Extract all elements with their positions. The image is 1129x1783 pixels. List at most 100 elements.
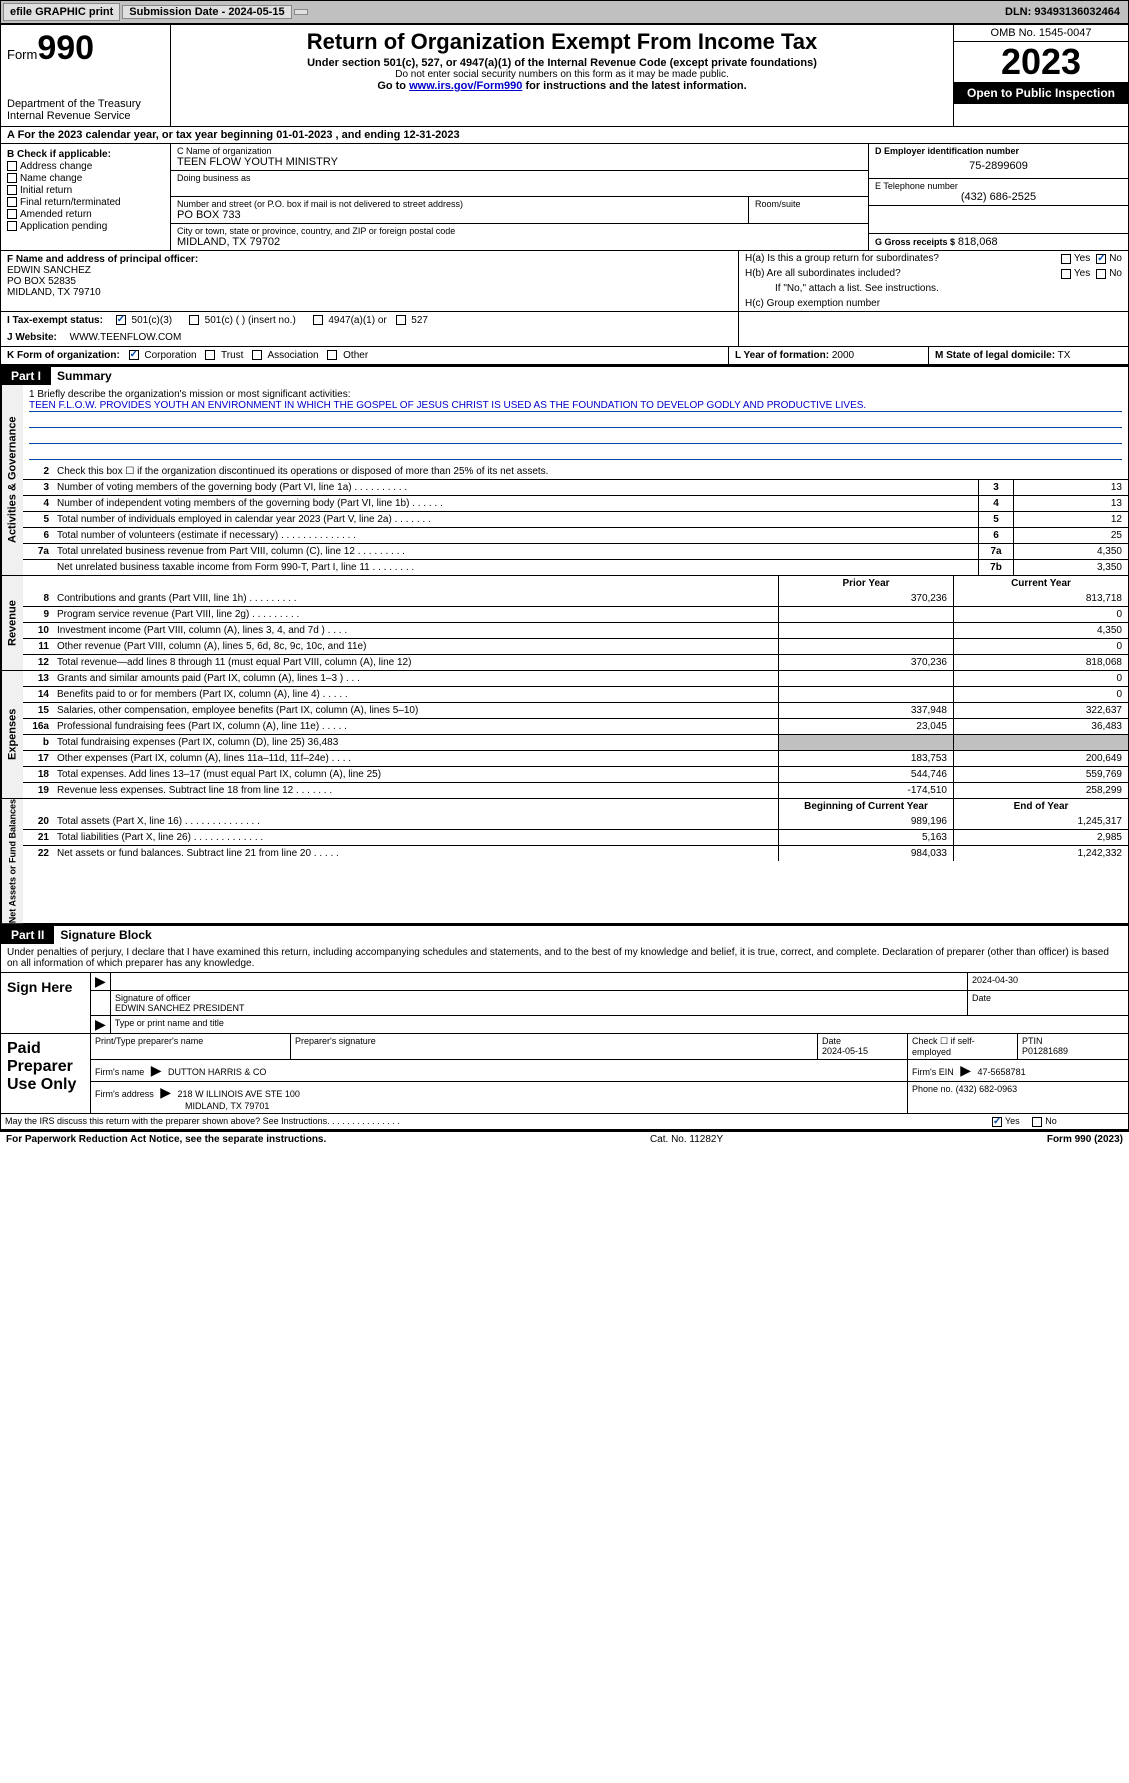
line-text: Other revenue (Part VIII, column (A), li…	[53, 639, 778, 654]
current-val: 1,245,317	[953, 814, 1128, 829]
line-box: 7b	[978, 560, 1013, 575]
chk-amended[interactable]	[7, 209, 17, 219]
chk-other[interactable]	[327, 350, 337, 360]
summary-row: 15Salaries, other compensation, employee…	[23, 702, 1128, 718]
j-lbl: J Website:	[7, 332, 57, 343]
cell-grey	[953, 735, 1128, 750]
part-ii-title: Signature Block	[54, 925, 1128, 944]
opt-4947: 4947(a)(1) or	[328, 315, 386, 326]
line-num	[23, 560, 53, 575]
line-num: 15	[23, 703, 53, 718]
vside-na: Net Assets or Fund Balances	[1, 799, 23, 923]
public-inspection: Open to Public Inspection	[954, 82, 1128, 104]
chk-hb-no[interactable]	[1096, 269, 1106, 279]
sig-type-lbl: Type or print name and title	[111, 1016, 1128, 1033]
vside-ag: Activities & Governance	[1, 385, 23, 575]
firm-ein-lbl: Firm's EIN	[912, 1067, 954, 1077]
chk-501c3[interactable]	[116, 315, 126, 325]
chk-hb-yes[interactable]	[1061, 269, 1071, 279]
col-f-officer: F Name and address of principal officer:…	[1, 251, 738, 311]
header-left: Form990 Department of the Treasury Inter…	[1, 25, 171, 126]
hc-lbl: H(c) Group exemption number	[745, 298, 1122, 309]
summary-row: 17Other expenses (Part IX, column (A), l…	[23, 750, 1128, 766]
current-val: 0	[953, 607, 1128, 622]
current-val: 2,985	[953, 830, 1128, 845]
lbl-initial-return: Initial return	[20, 185, 72, 196]
officer-city: MIDLAND, TX 79710	[7, 287, 732, 298]
summary-row: bTotal fundraising expenses (Part IX, co…	[23, 734, 1128, 750]
current-val: 813,718	[953, 591, 1128, 606]
summary-row: 19Revenue less expenses. Subtract line 1…	[23, 782, 1128, 798]
prior-val: 183,753	[778, 751, 953, 766]
line-text: Salaries, other compensation, employee b…	[53, 703, 778, 718]
line-val: 13	[1013, 480, 1128, 495]
prior-val	[778, 623, 953, 638]
paid-preparer-lbl: Paid Preparer Use Only	[1, 1034, 91, 1113]
opt-assoc: Association	[267, 350, 318, 361]
hb-lbl: H(b) Are all subordinates included?	[745, 268, 1061, 279]
section-bcdeg: B Check if applicable: Address change Na…	[1, 144, 1128, 251]
line-val: 25	[1013, 528, 1128, 543]
chk-discuss-no[interactable]	[1032, 1117, 1042, 1127]
firm-addr1: 218 W ILLINOIS AVE STE 100	[178, 1089, 300, 1099]
prep-date-lbl: Date	[822, 1036, 841, 1046]
col-b-checkboxes: B Check if applicable: Address change Na…	[1, 144, 171, 250]
line-text: Total fundraising expenses (Part IX, col…	[53, 735, 778, 750]
ein-lbl: D Employer identification number	[875, 146, 1122, 156]
form-header: Form990 Department of the Treasury Inter…	[1, 25, 1128, 127]
current-val: 200,649	[953, 751, 1128, 766]
chk-501c[interactable]	[189, 315, 199, 325]
chk-address-change[interactable]	[7, 161, 17, 171]
opt-501c3: 501(c)(3)	[132, 315, 173, 326]
summary-row: 14Benefits paid to or for members (Part …	[23, 686, 1128, 702]
line-num: 9	[23, 607, 53, 622]
chk-trust[interactable]	[205, 350, 215, 360]
chk-ha-yes[interactable]	[1061, 254, 1071, 264]
ha-no: No	[1109, 253, 1122, 264]
current-val: 0	[953, 687, 1128, 702]
dept-treasury: Department of the Treasury	[7, 98, 164, 110]
line-num: 2	[23, 464, 53, 479]
chk-name-change[interactable]	[7, 173, 17, 183]
line-val: 4,350	[1013, 544, 1128, 559]
row-klm: K Form of organization: Corporation Trus…	[1, 347, 1128, 366]
line-num: 6	[23, 528, 53, 543]
footer-mid: Cat. No. 11282Y	[326, 1134, 1047, 1145]
chk-ha-no[interactable]	[1096, 254, 1106, 264]
mission-line	[29, 414, 1122, 428]
hb-note: If "No," attach a list. See instructions…	[745, 283, 1122, 294]
chk-corp[interactable]	[129, 350, 139, 360]
chk-assoc[interactable]	[252, 350, 262, 360]
prior-val	[778, 671, 953, 686]
chk-final-return[interactable]	[7, 197, 17, 207]
phone-lbl: E Telephone number	[875, 181, 1122, 191]
perjury-text: Under penalties of perjury, I declare th…	[1, 944, 1128, 972]
summary-row: 22Net assets or fund balances. Subtract …	[23, 845, 1128, 861]
section-exp: Expenses 13Grants and similar amounts pa…	[1, 671, 1128, 799]
section-na: Net Assets or Fund Balances Beginning of…	[1, 799, 1128, 925]
chk-4947[interactable]	[313, 315, 323, 325]
opt-corp: Corporation	[144, 350, 196, 361]
row-i: I Tax-exempt status: 501(c)(3) 501(c) ( …	[1, 312, 1128, 329]
goto-prefix: Go to	[377, 80, 409, 92]
street: PO BOX 733	[177, 209, 742, 221]
street-lbl: Number and street (or P.O. box if mail i…	[177, 199, 742, 209]
prior-val: 370,236	[778, 591, 953, 606]
current-val: 4,350	[953, 623, 1128, 638]
chk-initial-return[interactable]	[7, 185, 17, 195]
irs-link[interactable]: www.irs.gov/Form990	[409, 80, 522, 92]
header-mid: Return of Organization Exempt From Incom…	[171, 25, 953, 126]
mission-text: TEEN F.L.O.W. PROVIDES YOUTH AN ENVIRONM…	[29, 400, 1122, 412]
efile-print-btn[interactable]: efile GRAPHIC print	[3, 3, 120, 21]
chk-discuss-yes[interactable]	[992, 1117, 1002, 1127]
current-val: 258,299	[953, 783, 1128, 798]
chk-app-pending[interactable]	[7, 221, 17, 231]
lbl-app-pending: Application pending	[20, 221, 107, 232]
dropdown-icon[interactable]	[294, 9, 308, 15]
self-emp: Check ☐ if self-employed	[908, 1034, 1018, 1059]
line-num: 12	[23, 655, 53, 670]
line-num: 4	[23, 496, 53, 511]
line-num: 21	[23, 830, 53, 845]
summary-row: 3Number of voting members of the governi…	[23, 479, 1128, 495]
chk-527[interactable]	[396, 315, 406, 325]
